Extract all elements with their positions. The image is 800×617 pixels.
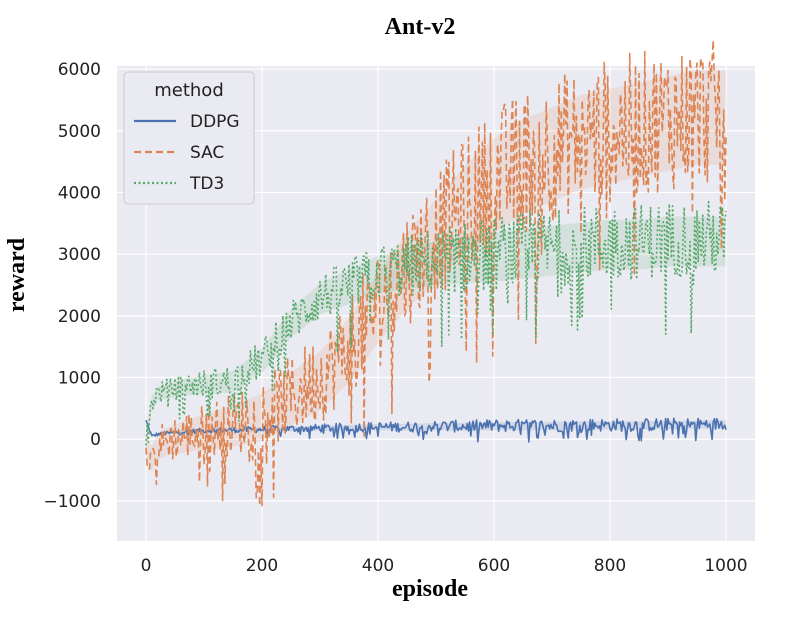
legend-title: method (154, 80, 224, 101)
legend: method DDPG SAC TD3 (123, 71, 255, 205)
chart-title: Ant-v2 (385, 14, 456, 40)
x-tick-label: 400 (362, 556, 394, 576)
x-axis-label: episode (392, 576, 468, 602)
band-td3 (146, 216, 726, 447)
y-tick-label: 4000 (58, 183, 101, 203)
x-tick-label: 0 (141, 556, 152, 576)
band-ddpg (146, 419, 726, 438)
x-tick-label: 1000 (704, 556, 747, 576)
y-tick-label: 3000 (58, 245, 101, 265)
series-line-td3 (145, 200, 727, 446)
x-axis: 0 200 400 600 800 1000 (141, 556, 748, 576)
legend-label-sac: SAC (190, 143, 224, 163)
x-tick-label: 800 (594, 556, 626, 576)
y-tick-label: −1000 (43, 492, 101, 512)
y-tick-label: 2000 (58, 307, 101, 327)
y-axis: −1000 0 1000 2000 3000 4000 5000 6000 (43, 60, 101, 512)
y-tick-label: 0 (90, 430, 101, 450)
legend-box (123, 71, 255, 205)
series-line-sac (145, 39, 727, 507)
series-lines (145, 39, 727, 507)
y-axis-label: reward (4, 237, 30, 312)
x-tick-label: 600 (478, 556, 510, 576)
x-tick-label: 200 (246, 556, 278, 576)
legend-label-ddpg: DDPG (190, 112, 240, 132)
y-tick-label: 6000 (58, 60, 101, 80)
y-tick-label: 5000 (58, 122, 101, 142)
legend-label-td3: TD3 (189, 174, 224, 194)
y-tick-label: 1000 (58, 369, 101, 389)
